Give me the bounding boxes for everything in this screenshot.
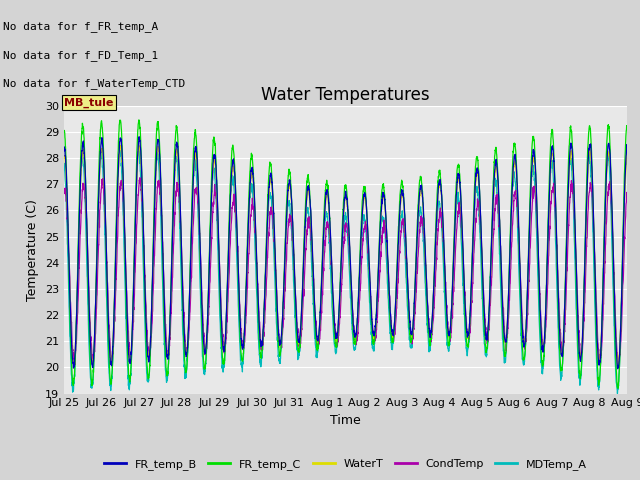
WaterT: [614, 363, 622, 369]
FR_temp_B: [552, 200, 559, 206]
WaterT: [612, 346, 620, 351]
CondTemp: [158, 226, 166, 232]
Text: MB_tule: MB_tule: [64, 97, 113, 108]
Legend: FR_temp_B, FR_temp_C, WaterT, CondTemp, MDTemp_A: FR_temp_B, FR_temp_C, WaterT, CondTemp, …: [99, 455, 592, 474]
FR_temp_B: [301, 236, 308, 241]
FR_temp_C: [301, 225, 308, 230]
CondTemp: [60, 187, 68, 192]
CondTemp: [612, 335, 620, 341]
FR_temp_C: [60, 129, 68, 134]
WaterT: [301, 238, 308, 244]
MDTemp_A: [124, 372, 132, 378]
MDTemp_A: [158, 251, 166, 257]
X-axis label: Time: Time: [330, 414, 361, 427]
Text: No data for f_WaterTemp_CTD: No data for f_WaterTemp_CTD: [3, 78, 186, 89]
WaterT: [276, 342, 284, 348]
Text: No data for f_FD_Temp_1: No data for f_FD_Temp_1: [3, 49, 159, 60]
CondTemp: [276, 343, 284, 348]
WaterT: [125, 345, 132, 350]
FR_temp_C: [135, 117, 143, 123]
FR_temp_C: [276, 352, 284, 358]
Line: FR_temp_B: FR_temp_B: [64, 137, 627, 369]
WaterT: [158, 217, 166, 223]
FR_temp_C: [612, 368, 620, 374]
FR_temp_B: [60, 147, 68, 153]
Line: CondTemp: CondTemp: [64, 178, 627, 368]
MDTemp_A: [612, 380, 620, 386]
FR_temp_B: [158, 215, 166, 220]
FR_temp_B: [135, 134, 143, 140]
WaterT: [117, 143, 125, 148]
FR_temp_B: [612, 348, 620, 353]
FR_temp_C: [614, 385, 621, 391]
CondTemp: [124, 332, 132, 337]
Line: FR_temp_C: FR_temp_C: [64, 120, 627, 388]
CondTemp: [136, 175, 144, 180]
Title: Water Temperatures: Water Temperatures: [261, 86, 430, 104]
CondTemp: [552, 218, 559, 224]
FR_temp_B: [623, 144, 631, 150]
MDTemp_A: [60, 163, 68, 169]
Y-axis label: Temperature (C): Temperature (C): [26, 199, 39, 300]
CondTemp: [301, 271, 308, 277]
FR_temp_C: [552, 206, 559, 212]
Line: MDTemp_A: MDTemp_A: [64, 148, 627, 394]
Line: WaterT: WaterT: [64, 145, 627, 366]
WaterT: [552, 205, 559, 211]
WaterT: [623, 150, 631, 156]
WaterT: [60, 153, 68, 158]
MDTemp_A: [552, 241, 559, 247]
FR_temp_C: [124, 364, 132, 370]
MDTemp_A: [623, 158, 631, 164]
MDTemp_A: [276, 360, 284, 366]
FR_temp_C: [623, 124, 631, 130]
FR_temp_B: [276, 337, 284, 343]
MDTemp_A: [614, 391, 621, 396]
FR_temp_C: [158, 221, 166, 227]
Text: No data for f_FR_temp_A: No data for f_FR_temp_A: [3, 21, 159, 32]
FR_temp_B: [124, 341, 132, 347]
MDTemp_A: [301, 241, 308, 247]
CondTemp: [623, 191, 631, 197]
MDTemp_A: [135, 145, 143, 151]
CondTemp: [615, 365, 623, 371]
FR_temp_B: [614, 366, 621, 372]
